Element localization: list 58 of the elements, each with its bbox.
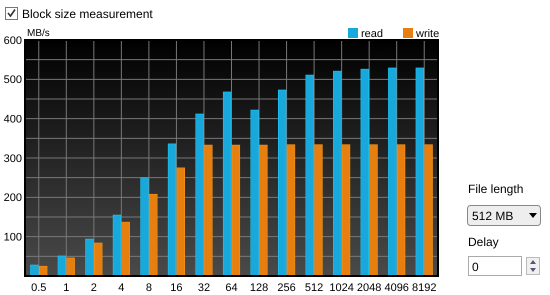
bar [85,238,94,276]
y-axis-title: MB/s [27,28,50,39]
bar [222,92,232,276]
y-tick-label: 600 [4,34,22,47]
x-tick-label: 4096 [384,282,409,294]
bar [112,214,122,276]
bar [388,68,396,276]
text: 512 MB [472,209,514,223]
y-tick-label: 400 [4,114,22,126]
bar [360,68,369,276]
x-tick-label: 0.5 [31,282,46,294]
x-tick-label: 2048 [356,282,382,294]
bar [259,144,268,276]
x-tick-label: 4 [118,282,124,294]
bar [342,144,350,276]
bar [195,114,204,276]
x-tick-label: 16 [170,282,183,294]
bar [94,242,102,276]
x-tick-label: 256 [277,282,296,294]
bar [176,168,185,276]
bar [424,144,433,276]
text: Delay [468,235,499,249]
bar [140,177,149,276]
x-tick-label: 512 [304,282,324,294]
bar [232,144,240,276]
bar [416,68,424,276]
text: File length [468,182,524,196]
bar [30,264,39,276]
bar [333,70,342,276]
bar [250,110,259,276]
x-tick-label: 8192 [412,282,436,294]
bar [149,194,158,276]
y-tick-label: 500 [4,74,22,86]
x-tick-label: 1024 [329,282,354,294]
y-tick-label: 100 [4,232,22,244]
y-tick-label: 200 [4,192,22,204]
x-tick-label: 1 [63,282,70,294]
legend-label: write [415,28,440,40]
bar [306,74,314,276]
text: 0 [472,260,479,274]
bar [204,144,213,276]
bar [58,256,66,276]
text: read [361,28,384,40]
bar [122,222,130,276]
y-tick-label: 300 [4,152,22,165]
x-tick-label: 8 [146,282,152,294]
x-tick-label: 128 [250,282,268,294]
bar [168,144,176,276]
x-tick-label: 64 [225,282,238,294]
bar [278,90,286,276]
bar [396,144,406,276]
bar [369,144,378,276]
x-tick-label: 32 [198,282,210,294]
bar [286,144,296,276]
bar [314,144,323,276]
bar [66,258,75,276]
text: Block size measurement [22,7,154,21]
x-tick-label: 2 [90,282,97,294]
